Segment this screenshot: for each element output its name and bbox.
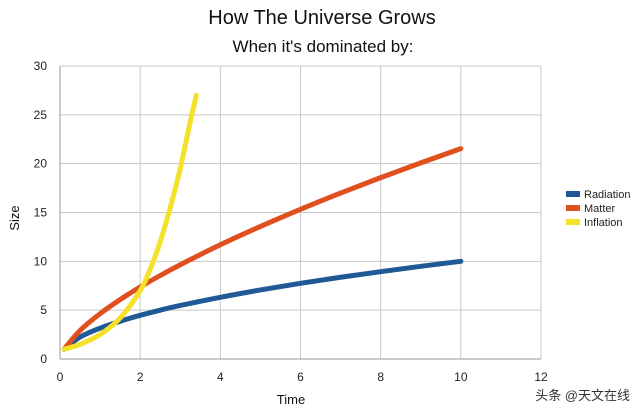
x-tick-label: 6: [297, 370, 304, 384]
y-tick-label: 5: [40, 303, 47, 317]
legend-label-matter: Matter: [584, 203, 616, 215]
legend-swatch-radiation: [566, 191, 580, 197]
y-tick-label: 30: [34, 59, 48, 73]
x-tick-label: 12: [534, 370, 548, 384]
x-tick-label: 10: [454, 370, 468, 384]
y-tick-label: 25: [34, 108, 48, 122]
watermark-text: 头条 @天文在线: [535, 388, 630, 403]
legend-swatch-inflation: [566, 219, 580, 225]
series-line-inflation: [61, 92, 199, 352]
legend-swatch-matter: [566, 205, 580, 211]
y-tick-label: 0: [40, 352, 47, 366]
chart-subtitle: When it's dominated by:: [233, 37, 414, 56]
x-tick-label: 2: [137, 370, 144, 384]
legend-label-radiation: Radiation: [584, 189, 630, 201]
series-lines: [61, 92, 464, 352]
x-tick-label: 0: [57, 370, 64, 384]
y-tick-label: 10: [34, 254, 48, 268]
x-tick-label: 4: [217, 370, 224, 384]
chart-title: How The Universe Grows: [208, 7, 435, 29]
x-axis-label: Time: [277, 392, 305, 407]
legend: Radiation Matter Inflation: [566, 189, 630, 229]
y-axis-label: Size: [7, 205, 22, 230]
series-line-matter: [61, 146, 464, 352]
y-tick-label: 20: [34, 157, 48, 171]
series-line-radiation: [61, 258, 464, 352]
legend-label-inflation: Inflation: [584, 217, 623, 229]
tick-labels: 0 5 10 15 20 25 30 0 2 4 6 8 10 12: [34, 59, 548, 384]
y-tick-label: 15: [34, 206, 48, 220]
x-tick-label: 8: [377, 370, 384, 384]
axes: [59, 66, 541, 360]
gridlines: [59, 65, 542, 360]
